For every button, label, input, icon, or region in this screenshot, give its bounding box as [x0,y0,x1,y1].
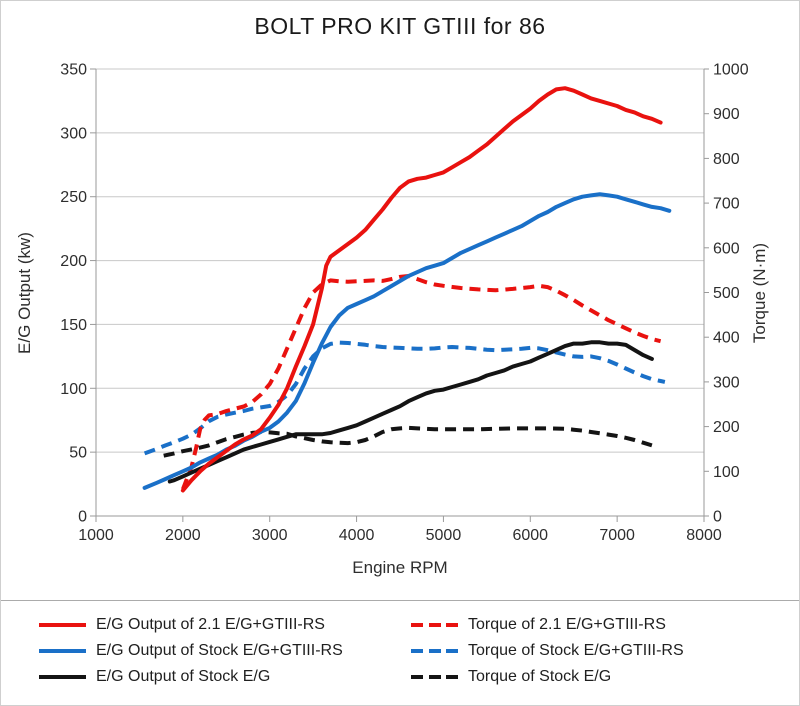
legend-dash [428,675,441,679]
legend-item: Torque of Stock E/G+GTIII-RS [411,638,799,664]
legend-dash [411,675,423,679]
left-tick-label: 50 [69,445,87,462]
right-tick-label: 200 [713,419,740,436]
legend-line-sample [411,675,458,679]
plot-svg: 0 50 100 150 200 250 300 350 0 100 200 300 400 500 600… [15,62,769,578]
series-line-solid-red [180,86,663,493]
left-tick-label: 200 [60,253,87,270]
x-tick-label: 1000 [78,527,114,544]
legend-item: Torque of 2.1 E/G+GTIII-RS [411,612,799,638]
legend-line-sample [39,649,86,653]
legend-line-sample [39,623,86,627]
right-tick-label: 600 [713,240,740,257]
left-tick-label: 150 [60,317,87,334]
x-axis-title: Engine RPM [352,558,447,577]
legend-dash [428,649,441,653]
x-tick-label: 8000 [686,527,722,544]
left-tick-label: 0 [78,509,87,526]
legend-line-sample [39,675,86,679]
legend-column-torques: Torque of 2.1 E/G+GTIII-RS Torque of Stoc… [411,612,799,690]
right-tick-label: 100 [713,464,740,481]
right-tick-label: 0 [713,509,722,526]
series-line-solid-black [167,340,654,484]
legend-dash [411,649,423,653]
legend-label: E/G Output of 2.1 E/G+GTIII-RS [96,616,325,633]
legend-item: Torque of Stock E/G [411,664,799,690]
series-line-dashed-red [181,274,662,490]
legend-column-outputs: E/G Output of 2.1 E/G+GTIII-RS E/G Output… [39,612,411,690]
legend-dash [446,675,458,679]
legend-label: Torque of 2.1 E/G+GTIII-RS [468,616,666,633]
left-tick-label: 250 [60,189,87,206]
right-tick-label: 400 [713,330,740,347]
x-tick-label: 5000 [426,527,462,544]
right-tick-label: 500 [713,285,740,302]
right-y-axis-title: Torque (N·m) [750,243,769,343]
left-tick-label: 350 [60,62,87,79]
legend-item: E/G Output of Stock E/G [39,664,411,690]
legend-label: Torque of Stock E/G+GTIII-RS [468,642,684,659]
legend-label: E/G Output of Stock E/G [96,668,271,685]
x-tick-label: 6000 [512,527,548,544]
legend-item: E/G Output of 2.1 E/G+GTIII-RS [39,612,411,638]
legend-dash [446,623,458,627]
axes [90,68,709,522]
right-tick-label: 900 [713,106,740,123]
legend-dash [428,623,441,627]
series-line-dashed-blue [143,340,666,456]
left-y-axis-title: E/G Output (kw) [15,232,34,354]
legend-dash [446,649,458,653]
x-tick-label: 3000 [252,527,288,544]
x-tick-label: 7000 [599,527,635,544]
right-tick-label: 1000 [713,62,749,79]
legend-bar [39,623,86,627]
series-lines [142,86,672,493]
left-tick-label: 100 [60,381,87,398]
legend: E/G Output of 2.1 E/G+GTIII-RS E/G Output… [1,612,799,690]
x-tick-label: 4000 [339,527,375,544]
legend-item: E/G Output of Stock E/G+GTIII-RS [39,638,411,664]
x-tick-label: 2000 [165,527,201,544]
tick-labels: 0 50 100 150 200 250 300 350 0 100 200 300 400 500 600… [60,62,748,545]
legend-divider [1,600,799,601]
legend-dash [411,623,423,627]
legend-line-sample [411,649,458,653]
legend-label: Torque of Stock E/G [468,668,612,685]
legend-line-sample [411,623,458,627]
right-tick-label: 300 [713,374,740,391]
gridlines [96,68,704,453]
legend-bar [39,649,86,653]
right-tick-label: 700 [713,196,740,213]
right-tick-label: 800 [713,151,740,168]
left-tick-label: 300 [60,125,87,142]
series-line-dashed-black [163,425,653,458]
legend-bar [39,675,86,679]
legend-label: E/G Output of Stock E/G+GTIII-RS [96,642,343,659]
chart-title: BOLT PRO KIT GTIII for 86 [254,13,546,39]
